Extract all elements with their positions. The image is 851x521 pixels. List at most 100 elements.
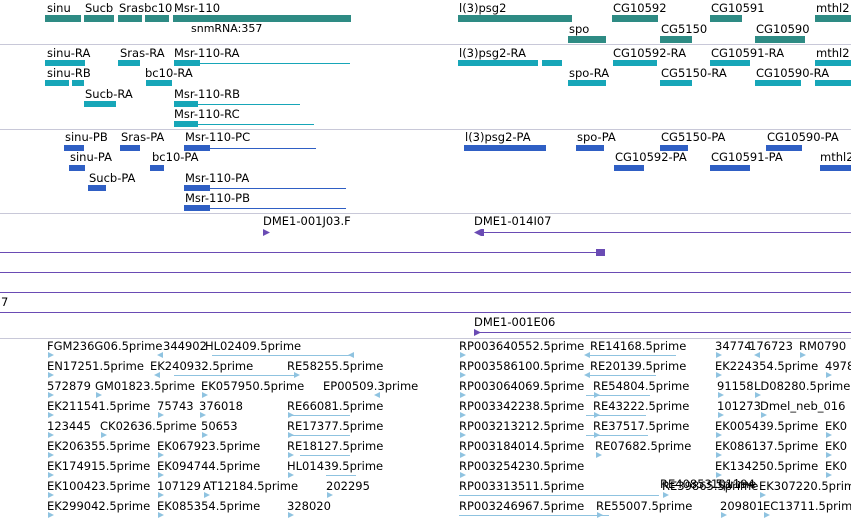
transcript-label[interactable]: Msr-110-RC (174, 107, 240, 121)
est-label[interactable]: RP003342238.5prime (459, 399, 585, 413)
est-label[interactable]: RE37517.5prime (593, 419, 690, 433)
protein-label[interactable]: CG5150-PA (661, 130, 726, 144)
est-label[interactable]: EK174915.5prime (47, 459, 151, 473)
clone-end-marker[interactable] (474, 229, 484, 236)
transcript-label[interactable]: l(3)psg2-RA (459, 46, 526, 60)
est-label[interactable]: EK100423.5prime (47, 479, 151, 493)
protein-label[interactable]: sinu-PB (65, 130, 108, 144)
est-label[interactable]: 176723 (749, 339, 793, 353)
est-label[interactable]: RE58255.5prime (287, 359, 384, 373)
gene-feature[interactable] (755, 36, 805, 43)
gene-label[interactable]: CG10592 (613, 1, 667, 15)
protein-feature[interactable] (69, 165, 85, 171)
transcript-feature[interactable] (613, 60, 657, 66)
gene-feature[interactable] (118, 15, 142, 22)
est-label[interactable]: EK067923.5prime (157, 439, 261, 453)
est-label[interactable]: RE55007.5prime (596, 499, 693, 513)
est-label[interactable]: EK224354.5prime (715, 359, 819, 373)
transcript-label[interactable]: Msr-110-RA (174, 46, 240, 60)
gene-label[interactable]: spo (569, 22, 590, 36)
est-label[interactable]: RP003064069.5prime (459, 379, 585, 393)
transcript-label[interactable]: Sras-RA (120, 46, 165, 60)
transcript-feature[interactable] (815, 80, 851, 86)
est-label[interactable]: EK086137.5prime (715, 439, 819, 453)
est-label[interactable]: RE39865.5prime (662, 479, 759, 493)
est-label[interactable]: EK240932.5prime (150, 359, 254, 373)
gene-feature[interactable] (815, 15, 851, 22)
est-label[interactable]: EK0 (825, 439, 848, 453)
protein-label[interactable]: CG10590-PA (767, 130, 839, 144)
est-label[interactable]: 572879 (47, 379, 91, 393)
est-label[interactable]: 376018 (199, 399, 243, 413)
est-label[interactable]: RE43222.5prime (593, 399, 690, 413)
est-label[interactable]: RE54804.5prime (593, 379, 690, 393)
protein-feature[interactable] (150, 165, 164, 171)
protein-label[interactable]: Sucb-PA (89, 171, 136, 185)
est-label[interactable]: RE66081.5prime (287, 399, 384, 413)
clone-label[interactable]: DME1-001J03.F (263, 214, 351, 228)
transcript-feature[interactable] (45, 60, 85, 66)
transcript-feature[interactable] (84, 101, 116, 107)
gene-label[interactable]: CG10590 (756, 22, 810, 36)
gene-feature[interactable] (173, 15, 351, 22)
protein-label[interactable]: Msr-110-PB (185, 191, 250, 205)
est-label[interactable]: 50653 (201, 419, 238, 433)
protein-label[interactable]: Msr-110-PC (185, 130, 251, 144)
protein-feature[interactable] (184, 145, 210, 151)
est-label[interactable]: RE07682.5prime (595, 439, 692, 453)
transcript-feature[interactable] (118, 60, 140, 66)
gene-feature[interactable] (45, 15, 81, 22)
est-label[interactable]: EK299042.5prime (47, 499, 151, 513)
est-label[interactable]: 101194 (711, 477, 755, 491)
transcript-label[interactable]: Sucb-RA (85, 87, 133, 101)
protein-feature[interactable] (464, 145, 546, 151)
protein-label[interactable]: CG10591-PA (711, 150, 783, 164)
est-label[interactable]: RE18127.5prime (287, 439, 384, 453)
transcript-feature[interactable] (568, 80, 606, 86)
est-label[interactable]: EK085354.5prime (157, 499, 261, 513)
est-label[interactable]: 4978 (825, 359, 851, 373)
gene-feature[interactable] (84, 15, 114, 22)
protein-feature[interactable] (64, 145, 84, 151)
protein-label[interactable]: l(3)psg2-PA (465, 130, 531, 144)
transcript-label[interactable]: CG10592-RA (613, 46, 687, 60)
protein-feature[interactable] (120, 145, 140, 151)
est-label[interactable]: RE14168.5prime (590, 339, 687, 353)
gene-feature[interactable] (458, 15, 572, 22)
est-label[interactable]: CK02636.5prime (100, 419, 197, 433)
est-label[interactable]: EK307220.5prime (759, 479, 851, 493)
protein-feature[interactable] (710, 165, 750, 171)
est-label[interactable]: 209801 (720, 499, 764, 513)
est-label[interactable]: 75743 (157, 399, 194, 413)
transcript-label[interactable]: Msr-110-RB (174, 87, 241, 101)
est-label[interactable]: EK211541.5prime (47, 399, 151, 413)
est-label[interactable]: EK057950.5prime (201, 379, 305, 393)
transcript-feature[interactable] (710, 60, 750, 66)
est-label[interactable]: RP003254230.5prime (459, 459, 585, 473)
gene-feature[interactable] (568, 36, 606, 43)
gene-label[interactable]: CG10591 (711, 1, 765, 15)
transcript-feature[interactable] (146, 80, 172, 86)
transcript-feature[interactable] (174, 101, 198, 107)
est-label[interactable]: AT12184.5prime (203, 479, 299, 493)
transcript-feature[interactable] (815, 60, 851, 66)
transcript-label[interactable]: mthl2 (816, 46, 850, 60)
est-label[interactable]: 344902 (163, 339, 207, 353)
est-label[interactable]: RP003213212.5prime (459, 419, 585, 433)
protein-label[interactable]: CG10592-PA (615, 150, 687, 164)
est-label[interactable]: RP003246967.5prime (459, 499, 585, 513)
transcript-label[interactable]: CG10590-RA (756, 66, 830, 80)
gene-feature[interactable] (145, 15, 169, 22)
protein-label[interactable]: sinu-PA (70, 150, 112, 164)
transcript-label[interactable]: sinu-RA (47, 46, 91, 60)
est-label[interactable]: RP003313511.5prime (459, 479, 585, 493)
protein-feature[interactable] (184, 185, 210, 191)
est-label[interactable]: 107129 (157, 479, 201, 493)
transcript-label[interactable]: sinu-RB (47, 66, 91, 80)
gene-label[interactable]: mthl2 (816, 1, 850, 15)
est-label[interactable]: EP00509.3prime (323, 379, 419, 393)
protein-feature[interactable] (88, 185, 106, 191)
est-label[interactable]: 101273 (717, 399, 761, 413)
gene-label[interactable]: Msr-110 (174, 1, 221, 15)
protein-label[interactable]: bc10-PA (152, 150, 199, 164)
